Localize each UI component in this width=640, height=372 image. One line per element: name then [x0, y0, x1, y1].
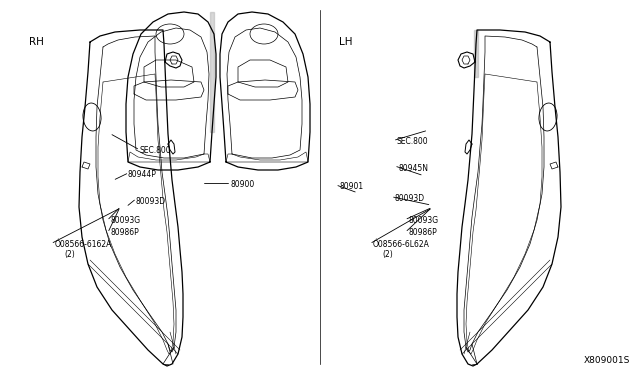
Text: 80900: 80900	[230, 180, 255, 189]
Text: Ó08566-6L62A: Ó08566-6L62A	[373, 240, 430, 248]
Text: (2): (2)	[383, 250, 394, 259]
Text: 80986P: 80986P	[110, 228, 139, 237]
Polygon shape	[474, 30, 478, 77]
Text: LH: LH	[339, 37, 353, 47]
Text: SEC.800: SEC.800	[140, 146, 171, 155]
Polygon shape	[210, 12, 214, 132]
Text: 80945N: 80945N	[398, 164, 428, 173]
Text: 80944P: 80944P	[128, 170, 157, 179]
Text: 80093D: 80093D	[395, 194, 425, 203]
Text: SEC.800: SEC.800	[397, 137, 428, 146]
Text: 80901: 80901	[339, 182, 364, 191]
Text: 80093G: 80093G	[110, 216, 140, 225]
Text: 80986P: 80986P	[408, 228, 437, 237]
Text: X809001S: X809001S	[584, 356, 630, 365]
Text: 80093D: 80093D	[136, 197, 166, 206]
Text: (2): (2)	[64, 250, 75, 259]
Text: RH: RH	[29, 37, 44, 47]
Text: Ó08566-6162A: Ó08566-6162A	[54, 240, 112, 248]
Text: 80093G: 80093G	[408, 216, 438, 225]
